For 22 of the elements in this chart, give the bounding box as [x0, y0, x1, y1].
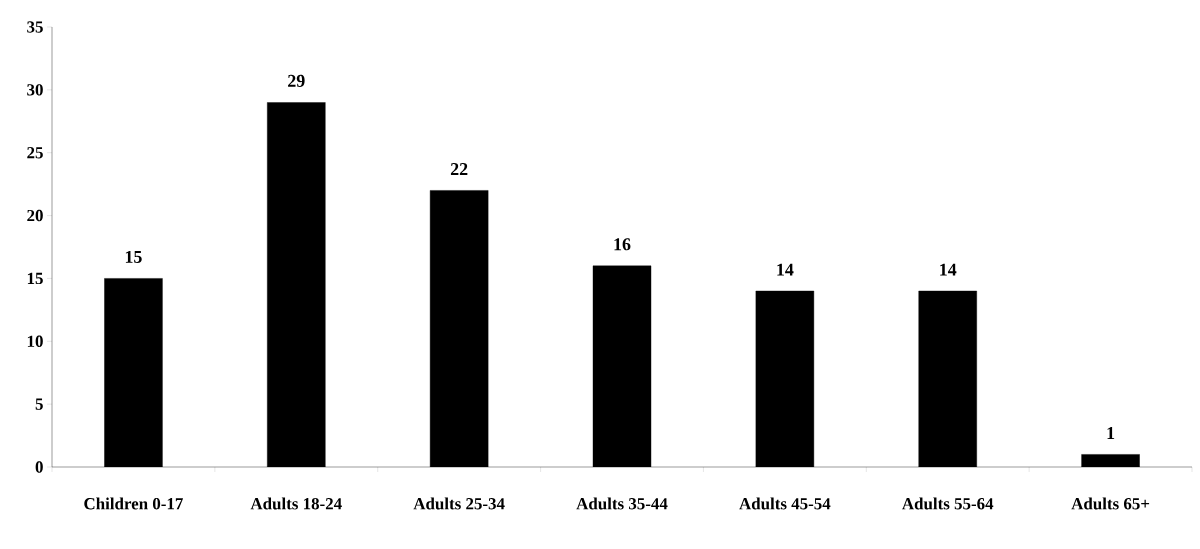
y-tick-label: 5: [35, 398, 43, 410]
x-tick-label: Adults 35-44: [576, 497, 668, 510]
x-tick-label: Adults 18-24: [250, 497, 342, 510]
x-tick-label: Adults 55-64: [902, 497, 994, 510]
y-tick-label: 25: [27, 147, 43, 159]
data-label: 1: [1107, 427, 1115, 439]
data-label: 15: [125, 250, 142, 263]
data-label: 14: [940, 263, 957, 276]
y-tick-label: 20: [27, 209, 43, 222]
data-label: 16: [614, 238, 631, 251]
y-tick-label: 15: [27, 272, 43, 285]
y-tick-label: 35: [27, 21, 43, 33]
x-tick-label: Adults 45-54: [739, 497, 831, 510]
x-tick-label: Children 0-17: [84, 497, 183, 510]
data-label: 29: [288, 74, 305, 87]
x-tick-label: Adults 65+: [1071, 497, 1150, 510]
data-label: 14: [777, 263, 794, 276]
y-tick-label: 30: [27, 84, 43, 96]
x-tick-label: Adults 25-34: [413, 497, 505, 510]
y-tick-label: 0: [35, 461, 43, 473]
y-tick-label: 10: [27, 335, 43, 348]
data-label: 22: [450, 163, 468, 175]
